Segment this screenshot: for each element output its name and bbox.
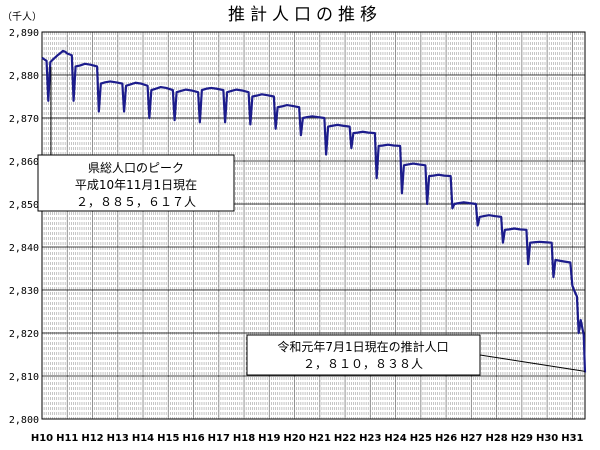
x-tick-label: H13 [107, 433, 129, 444]
x-tick-label: H19 [258, 433, 280, 444]
current-annotation-text: 令和元年7月1日現在の推計人口 [277, 339, 448, 354]
peak-annotation-text: 県総人口のピーク [88, 161, 184, 175]
peak-annotation-text: 平成10年11月1日現在 [75, 178, 197, 192]
x-tick-label: H25 [410, 433, 432, 444]
x-tick-label: H24 [384, 433, 406, 444]
y-tick-label: 2,810 [9, 372, 39, 383]
peak-annotation-box [37, 154, 235, 212]
y-tick-label: 2,870 [9, 114, 39, 125]
x-tick-label: H27 [460, 433, 482, 444]
x-tick-label: H15 [157, 433, 179, 444]
x-tick-label: H21 [309, 433, 331, 444]
y-tick-label: 2,890 [9, 28, 39, 39]
chart-title: 推計人口の推移 [228, 5, 382, 25]
x-axis-ticks: H10 H11 H12 H13 H14 H15 H16 H17 H18 H19 H20 H21 H22 H… [31, 433, 584, 444]
x-tick-label: H23 [359, 433, 381, 444]
x-tick-label: H14 [132, 433, 154, 444]
x-tick-label: H10 [31, 433, 53, 444]
y-tick-label: 2,830 [9, 286, 39, 297]
x-tick-label: H11 [56, 433, 78, 444]
population-series-line [41, 49, 587, 373]
x-tick-label: H12 [81, 433, 103, 444]
y-tick-label: 2,800 [9, 415, 39, 426]
y-axis-unit-label: （千人） [2, 11, 42, 23]
plot-frame [41, 31, 586, 420]
y-tick-label: 2,820 [9, 329, 39, 340]
x-tick-label: H18 [233, 433, 255, 444]
y-axis-ticks: 2,890 2,880 2,870 2,860 2,850 2,840 2,830 2,820… [9, 28, 39, 426]
x-tick-label: H17 [208, 433, 230, 444]
y-tick-label: 2,840 [9, 243, 39, 254]
current-annotation-box [246, 334, 481, 376]
y-tick-label: 2,860 [9, 157, 39, 168]
y-tick-label: 2,880 [9, 71, 39, 82]
x-tick-label: H31 [561, 433, 583, 444]
y-tick-label: 2,850 [9, 200, 39, 211]
current-leader-line [479, 354, 586, 372]
current-annotation-text: ２，８１０，８３８人 [303, 357, 423, 371]
x-tick-label: H30 [536, 433, 558, 444]
x-tick-label: H26 [435, 433, 457, 444]
x-tick-label: H20 [283, 433, 305, 444]
x-tick-label: H16 [182, 433, 204, 444]
x-tick-label: H28 [485, 433, 507, 444]
x-tick-label: H29 [511, 433, 533, 444]
peak-annotation-text: ２，８８５，６１７人 [76, 195, 196, 209]
x-tick-label: H22 [334, 433, 356, 444]
